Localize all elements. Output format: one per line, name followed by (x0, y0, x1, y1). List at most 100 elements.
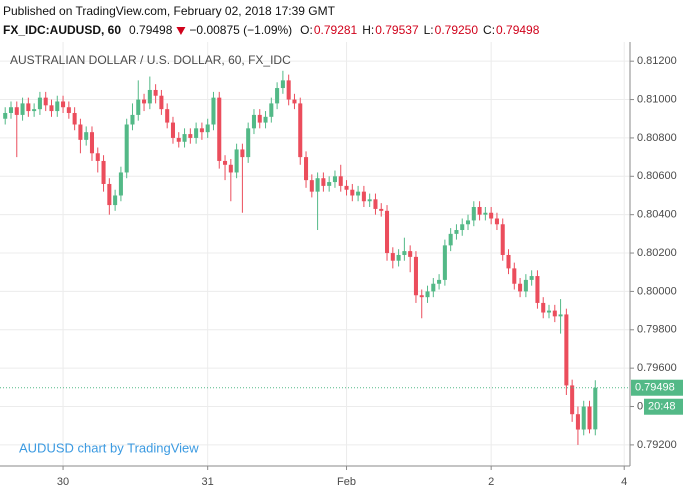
ohlc-label: C: (483, 23, 495, 37)
ohlc-label: O: (300, 23, 313, 37)
candle-body (367, 199, 372, 202)
candle-body (113, 195, 118, 206)
candle-body (465, 220, 471, 225)
candle-body (489, 212, 494, 219)
candle-body (66, 107, 71, 113)
candle-body (471, 206, 476, 221)
countdown-box (644, 398, 683, 415)
candle-body (159, 95, 164, 110)
candle-body (442, 245, 447, 280)
ohlc-value: 0.79498 (496, 23, 540, 37)
candle-body (199, 128, 204, 133)
candle-body (234, 149, 239, 173)
candle-body (251, 114, 256, 129)
candle-body (246, 128, 251, 158)
candle-body (321, 178, 326, 186)
candle-body (581, 406, 586, 430)
candle-body (20, 103, 25, 115)
candle-body (390, 253, 395, 261)
candle-body (78, 124, 83, 140)
candle-body (107, 183, 112, 206)
candle-body (32, 109, 37, 112)
y-tick-label: 0.80000 (637, 285, 677, 297)
candle-body (448, 233, 453, 246)
candle-body (344, 185, 349, 190)
candle-body (546, 310, 552, 313)
candle-body (494, 218, 499, 225)
candle-body (350, 189, 355, 196)
ohlc-value: 0.79250 (435, 23, 479, 37)
ohlc-label: H: (362, 23, 374, 37)
x-tick-label: 31 (202, 476, 214, 488)
candle-body (506, 254, 511, 269)
y-tick-label: 0.81000 (637, 93, 677, 105)
candle-body (483, 212, 488, 215)
symbol: FX_IDC:AUDUSD, 60 (3, 23, 121, 37)
candle-body (477, 206, 482, 215)
candle-body (385, 210, 390, 254)
price-change: −0.00875 (−1.09%) (189, 23, 292, 37)
candle-body (118, 172, 123, 196)
candle-body (257, 114, 262, 123)
candle-body (396, 254, 401, 261)
candle-body (425, 291, 430, 298)
candle-body (188, 134, 193, 138)
candle-body (309, 180, 314, 192)
candle-body (454, 230, 459, 234)
candle-body (269, 103, 274, 117)
candle-body (292, 99, 297, 104)
candle-body (165, 109, 170, 123)
axes: 0.81200 0.81000 0.80800 0.80600 0.80400 0.802… (57, 55, 683, 488)
candle-body (49, 105, 54, 112)
ohlc-value: 0.79281 (314, 23, 358, 37)
x-tick-label: 2 (488, 476, 494, 488)
candle-body (182, 134, 187, 142)
candle-body (37, 97, 42, 110)
candle-body (332, 176, 337, 183)
candle-body (72, 112, 77, 125)
candle-body (379, 208, 384, 211)
candle-body (275, 88, 280, 104)
last-price: 0.79498 (129, 23, 173, 37)
y-tick-label: 0.79200 (637, 439, 677, 451)
y-tick-label: 0.80800 (637, 132, 677, 144)
y-tick-label: 0.80200 (637, 247, 677, 259)
candle-body (413, 256, 418, 296)
grid (0, 42, 630, 466)
countdown-label: 20:48 (648, 401, 676, 413)
candle-body (147, 89, 152, 104)
candle-body (298, 103, 303, 158)
candle-body (130, 114, 135, 125)
ohlc-label: L: (424, 23, 434, 37)
candle-body (84, 132, 89, 140)
chart-title: AUSTRALIAN DOLLAR / U.S. DOLLAR, 60, FX_… (10, 53, 291, 67)
candle-body (512, 268, 517, 284)
candle-body (419, 295, 424, 298)
candle-body (523, 279, 528, 292)
candle-body (14, 107, 19, 115)
candle-body (170, 122, 175, 138)
candle-body (211, 97, 216, 125)
candle-body (460, 224, 465, 231)
candle-body (437, 279, 442, 284)
candle-body (61, 101, 66, 108)
candle-body (373, 199, 378, 209)
candle-body (564, 314, 569, 386)
candle-body (338, 176, 343, 186)
candle-body (529, 276, 534, 280)
candle-body (315, 178, 320, 192)
candle-body (541, 302, 546, 313)
candle-body (575, 414, 580, 430)
candle-body (136, 99, 141, 115)
ohlc-value: 0.79537 (375, 23, 419, 37)
y-tick-label: 0.79800 (637, 324, 677, 336)
candle-body (8, 107, 14, 113)
watermark: AUDUSD chart by TradingView (19, 440, 199, 455)
candle-body (3, 112, 8, 119)
candle-body (263, 116, 268, 123)
candle-body (55, 101, 60, 112)
y-tick-label: 0.80600 (637, 170, 677, 182)
y-tick-label: 0.80400 (637, 209, 677, 221)
candle-body (142, 99, 147, 104)
candle-body (570, 385, 575, 415)
